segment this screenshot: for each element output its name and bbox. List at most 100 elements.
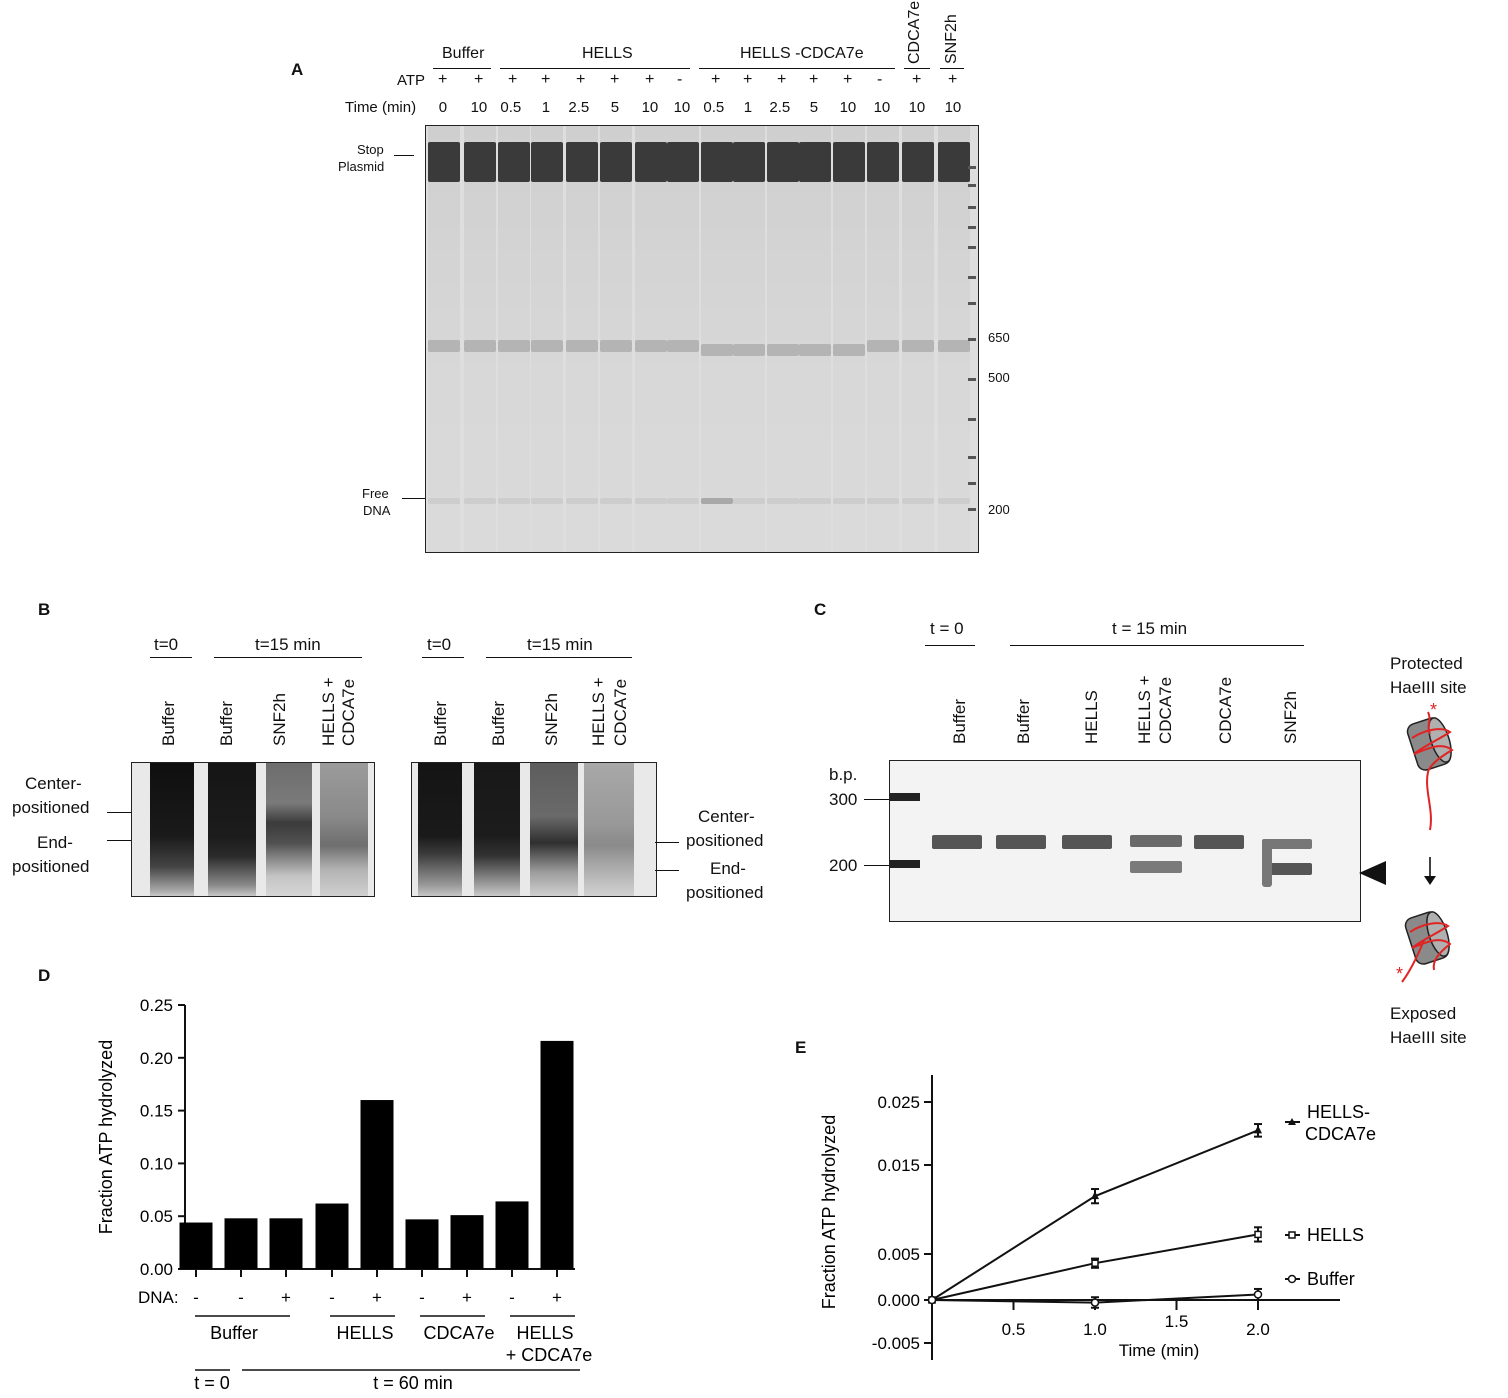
b1-end-pointer: [107, 840, 131, 841]
e-x-tick-label-2: 1.5: [1165, 1312, 1189, 1331]
svg-text:*: *: [1430, 700, 1437, 720]
gel-a-nucleosome-band-3: [531, 340, 563, 352]
d-y-tick-label-3: 0.15: [140, 1102, 173, 1121]
d-group-cdca7e-label: CDCA7e: [423, 1323, 494, 1343]
c-marker-200: 200: [829, 856, 858, 875]
b2-t0-bar: [422, 657, 464, 658]
b1-center-1: Center-: [25, 774, 82, 793]
d-y-tick-label-4: 0.20: [140, 1049, 173, 1068]
c-protected-1: Protected: [1390, 654, 1463, 673]
gel-a-lane-11: [799, 126, 831, 552]
gel-a-free-band-13: [867, 498, 899, 504]
ladder-band-3: [968, 226, 976, 229]
d-dna-sign-6: +: [462, 1288, 472, 1307]
gel-a-lane-0: [428, 126, 460, 552]
time-value-2: 0.5: [500, 99, 522, 116]
time-value-11: 5: [809, 99, 819, 116]
plasmid-label: Plasmid: [338, 159, 385, 174]
c-exposed-1: Exposed: [1390, 1004, 1457, 1023]
d-bar-7: [495, 1201, 529, 1269]
gel-a-plasmid-band-7: [667, 142, 699, 182]
atp-sign-6: +: [645, 71, 655, 88]
b1-lane-hells: HELLS +: [319, 677, 338, 746]
c-t15: t = 15 min: [1112, 619, 1188, 638]
gel-a-nucleosome-band-2: [498, 340, 530, 352]
c-ladder-300: [890, 793, 920, 801]
d-bar-2: [269, 1218, 303, 1269]
gel-a: [425, 125, 979, 553]
nucleosome-protected-icon: *: [1406, 700, 1454, 831]
d-bar-5: [405, 1219, 439, 1269]
atp-sign-5: +: [610, 71, 620, 88]
time-value-14: 10: [908, 99, 926, 116]
d-dna-sign-4: +: [372, 1288, 382, 1307]
gel-a-lane-3: [531, 126, 563, 552]
d-dna-sign-1: -: [238, 1288, 244, 1307]
e-x-axis-title: Time (min): [1119, 1341, 1200, 1360]
gel-a-nucleosome-band-13: [867, 340, 899, 352]
gel-a-lane-12: [833, 126, 865, 552]
c-band-6a: [1262, 839, 1312, 849]
b2-end-pointer: [655, 870, 679, 871]
c-band-2: [996, 835, 1046, 849]
d-group-hells-label: HELLS: [336, 1323, 393, 1343]
gel-a-lane-1: [464, 126, 496, 552]
c-bp-label: b.p.: [829, 765, 858, 784]
time-value-5: 5: [610, 99, 620, 116]
group-label-snf2h: SNF2h: [943, 14, 960, 64]
d-group-hells-cdca7e-label-2: + CDCA7e: [506, 1345, 593, 1365]
b2-center-1: Center-: [698, 807, 755, 826]
e-x-tick-label-3: 2.0: [1246, 1320, 1270, 1339]
b2-lane-4: [584, 763, 634, 896]
free-label: Free: [362, 486, 389, 501]
gel-a-plasmid-band-3: [531, 142, 563, 182]
c-lane-buffer: Buffer: [1014, 698, 1033, 744]
c-lane-cdca7e: CDCA7e: [1216, 676, 1235, 744]
b1-t15-bar: [214, 657, 362, 658]
b2-lane-1: [418, 763, 462, 896]
group-bar-hells-cdca7e: [699, 68, 895, 69]
gel-c: [889, 760, 1361, 922]
time-value-10: 2.5: [769, 99, 791, 116]
group-label-buffer: Buffer: [442, 45, 485, 62]
b2-lane-snf2h: SNF2h: [542, 693, 561, 746]
atp-sign-14: +: [912, 71, 922, 88]
c-lane-hells: HELLS: [1082, 690, 1101, 744]
d-dna-sign-5: -: [419, 1288, 425, 1307]
gel-b-right: [411, 762, 657, 897]
group-bar-snf2h: [940, 68, 964, 69]
e-x-tick-label-0: 0.5: [1002, 1320, 1026, 1339]
b1-t15: t=15 min: [255, 635, 321, 654]
time-value-9: 1: [743, 99, 753, 116]
gel-a-plasmid-band-9: [733, 142, 765, 182]
e-legend-marker-0: [1288, 1118, 1296, 1125]
d-dna-sign-3: -: [329, 1288, 335, 1307]
b2-lane-buffer-t0: Buffer: [431, 700, 450, 746]
d-y-tick-label-5: 0.25: [140, 996, 173, 1015]
d-dna-label: DNA:: [138, 1288, 179, 1307]
down-arrow-icon: [1424, 857, 1436, 885]
b1-lane-2: [208, 763, 256, 896]
d-dna-sign-0: -: [193, 1288, 199, 1307]
gel-a-nucleosome-band-6: [635, 340, 667, 352]
gel-a-nucleosome-band-15: [938, 340, 970, 352]
e-y-axis-title: Fraction ATP hydrolyzed: [819, 1115, 839, 1309]
group-bar-hells: [500, 68, 690, 69]
gel-a-lane-14: [902, 126, 934, 552]
e-y-tick-label-1: 0.015: [877, 1156, 920, 1175]
d-group-buffer-label: Buffer: [210, 1323, 258, 1343]
c-lane-snf2h: SNF2h: [1281, 691, 1300, 744]
stop-label: Stop: [357, 142, 384, 157]
time-value-1: 10: [470, 99, 488, 116]
ladder-band-10: [968, 456, 976, 459]
gel-a-nucleosome-band-7: [667, 340, 699, 352]
atp-sign-10: +: [777, 71, 787, 88]
d-group-hells-cdca7e-label: HELLS: [516, 1323, 573, 1343]
gel-a-plasmid-band-14: [902, 142, 934, 182]
c-marker-200-pointer: [864, 865, 890, 866]
gel-a-nucleosome-band-0: [428, 340, 460, 352]
gel-a-free-band-10: [767, 498, 799, 504]
group-label-hells-cdca7e: HELLS -CDCA7e: [740, 45, 864, 62]
b2-end-1: End-: [710, 859, 746, 878]
e-y-tick-label-4: -0.005: [872, 1334, 920, 1353]
